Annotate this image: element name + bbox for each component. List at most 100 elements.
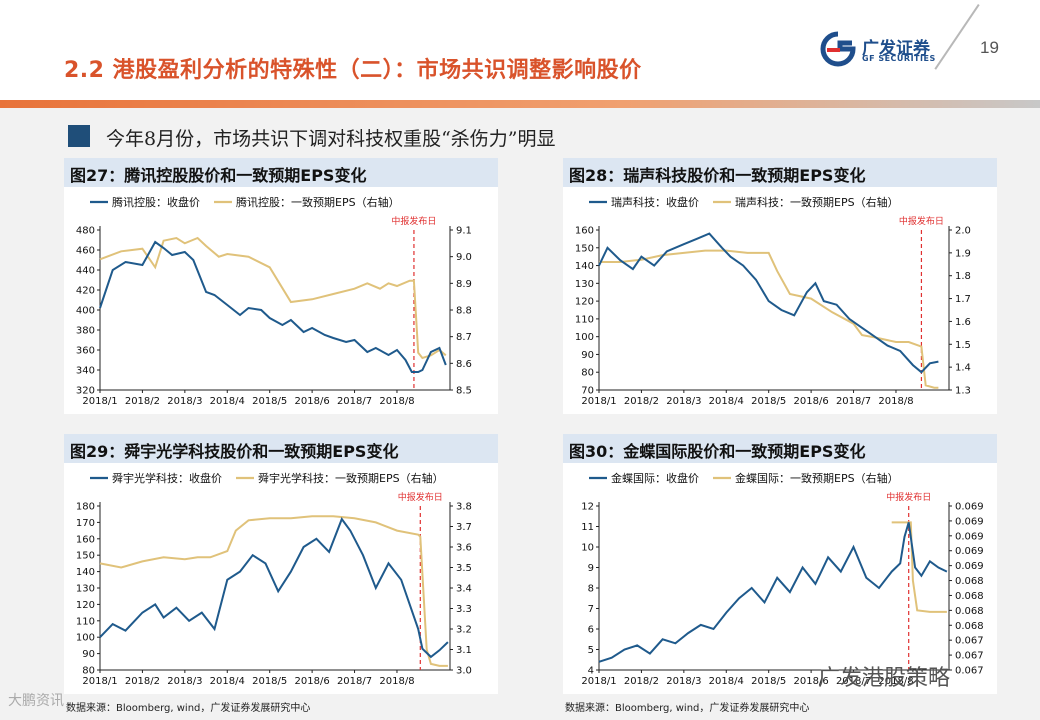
page-title: 2.2 港股盈利分析的特殊性（二）：市场共识调整影响股价 (64, 58, 642, 83)
bullet-square-icon (68, 125, 90, 147)
chart-28-plot: 瑞声科技：收盘价 瑞声科技：一致预期EPS（右轴） 160 150 140 130 120 1… (575, 195, 971, 407)
chart-legend: 金蝶国际：收盘价 金蝶国际：一致预期EPS（右轴） (589, 471, 899, 485)
right-tick-label: 3.4 (456, 584, 472, 595)
chart-title: 图27：腾讯控股股价和一致预期EPS变化 (70, 166, 367, 185)
left-tick-label: 340 (76, 366, 95, 377)
logo-text: 广发证券 (862, 39, 930, 59)
chart-title-bar: 图30：金蝶国际股价和一致预期EPS变化 (563, 434, 997, 463)
legend-price-label: 舜宇光学科技：收盘价 (112, 471, 222, 485)
left-tick-label: 460 (76, 246, 95, 257)
legend-eps-label: 瑞声科技：一致预期EPS（右轴） (735, 195, 899, 209)
x-tick-label: 2018/4 (709, 396, 744, 407)
chart-panel-30: 图30：金蝶国际股价和一致预期EPS变化 金蝶国际：收盘价 金蝶国际：一致预期EP… (563, 434, 997, 694)
eps-series-line (599, 249, 939, 389)
x-tick-label: 2018/2 (125, 396, 160, 407)
right-tick-label: 8.9 (456, 279, 472, 290)
left-tick-label: 8 (588, 584, 594, 595)
x-tick-label: 2018/3 (167, 676, 202, 687)
right-tick-label: 0.069 (955, 531, 984, 542)
x-tick-label: 2018/8 (878, 676, 913, 687)
right-tick-label: 0.068 (955, 576, 984, 587)
report-date-label: 中报发布日 (886, 491, 931, 503)
right-tick-label: 3.8 (456, 502, 472, 513)
left-tick-label: 150 (575, 243, 594, 254)
x-tick-label: 2018/4 (210, 396, 245, 407)
right-tick-label: 1.4 (955, 363, 971, 374)
right-tick-label: 8.7 (456, 332, 472, 343)
left-tick-label: 4 (588, 666, 594, 677)
chart-legend: 瑞声科技：收盘价 瑞声科技：一致预期EPS（右轴） (589, 195, 899, 209)
x-tick-label: 2018/8 (379, 396, 414, 407)
logo-mark-icon (820, 31, 856, 67)
left-tick-label: 80 (581, 368, 594, 379)
left-tick-label: 6 (588, 625, 594, 636)
report-date-label: 中报发布日 (391, 215, 436, 227)
left-tick-label: 80 (82, 666, 95, 677)
price-series-line (99, 517, 449, 659)
chart-title: 图29：舜宇光学科技股价和一致预期EPS变化 (70, 442, 399, 461)
right-tick-label: 0.068 (955, 621, 984, 632)
chart-panel-27: 图27：腾讯控股股价和一致预期EPS变化 腾讯控股：收盘价 腾讯控股：一致预期EP… (64, 158, 498, 414)
left-tick-label: 440 (76, 266, 95, 277)
right-tick-label: 0.069 (955, 516, 984, 527)
section-subtitle: 今年8月份，市场共识下调对科技权重股“杀伤力”明显 (106, 128, 556, 150)
right-tick-label: 1.7 (955, 294, 971, 305)
right-tick-label: 1.6 (955, 317, 971, 328)
chart-title: 图30：金蝶国际股价和一致预期EPS变化 (569, 442, 866, 461)
right-tick-label: 8.5 (456, 386, 472, 397)
x-tick-label: 2018/5 (751, 676, 786, 687)
x-tick-label: 2018/4 (210, 676, 245, 687)
right-tick-label: 3.7 (456, 522, 472, 533)
left-tick-label: 120 (575, 297, 594, 308)
price-series-line (99, 240, 447, 373)
x-tick-label: 2018/2 (624, 676, 659, 687)
left-tick-label: 100 (76, 633, 95, 644)
x-tick-label: 2018/6 (295, 396, 330, 407)
left-tick-label: 90 (82, 649, 95, 660)
left-tick-label: 11 (581, 522, 594, 533)
x-tick-label: 2018/6 (794, 676, 829, 687)
right-tick-label: 0.069 (955, 561, 984, 572)
x-tick-label: 2018/4 (709, 676, 744, 687)
chart-panel-29: 图29：舜宇光学科技股价和一致预期EPS变化 舜宇光学科技：收盘价 舜宇光学科技：… (64, 434, 498, 694)
left-tick-label: 320 (76, 386, 95, 397)
x-tick-label: 2018/2 (125, 676, 160, 687)
x-tick-label: 2018/7 (337, 396, 372, 407)
price-series-line (598, 232, 939, 374)
x-tick-label: 2018/3 (666, 676, 701, 687)
x-tick-label: 2018/7 (836, 676, 871, 687)
x-tick-label: 2018/6 (794, 396, 829, 407)
x-tick-label: 2018/5 (751, 396, 786, 407)
right-tick-label: 0.067 (955, 666, 984, 677)
right-tick-label: 0.068 (955, 606, 984, 617)
price-series-line (598, 522, 948, 663)
x-tick-label: 2018/1 (581, 676, 616, 687)
x-tick-label: 2018/1 (82, 676, 117, 687)
chart-legend: 舜宇光学科技：收盘价 舜宇光学科技：一致预期EPS（右轴） (90, 471, 444, 485)
x-tick-label: 2018/6 (295, 676, 330, 687)
page-number: 19 (980, 38, 999, 57)
x-tick-label: 2018/2 (624, 396, 659, 407)
watermark-right: 广发港股策略 (818, 666, 951, 691)
right-tick-label: 1.5 (955, 340, 971, 351)
chart-legend: 腾讯控股：收盘价 腾讯控股：一致预期EPS（右轴） (90, 195, 400, 209)
left-tick-label: 380 (76, 326, 95, 337)
left-tick-label: 140 (575, 261, 594, 272)
left-tick-label: 10 (581, 543, 594, 554)
chart-panel-28: 图28：瑞声科技股价和一致预期EPS变化 瑞声科技：收盘价 瑞声科技：一致预期EP… (563, 158, 997, 414)
left-tick-label: 110 (575, 314, 594, 325)
left-tick-label: 400 (76, 306, 95, 317)
x-tick-label: 2018/7 (836, 396, 871, 407)
right-tick-label: 0.068 (955, 591, 984, 602)
logo-subtext: GF SECURITIES (862, 54, 936, 63)
left-tick-label: 130 (575, 279, 594, 290)
right-tick-label: 3.5 (456, 563, 472, 574)
source-note-left: 数据来源：Bloomberg, wind，广发证券发展研究中心 (66, 703, 311, 714)
right-tick-label: 0.069 (955, 502, 984, 513)
chart-title-bar: 图29：舜宇光学科技股价和一致预期EPS变化 (64, 434, 498, 463)
left-tick-label: 5 (588, 645, 594, 656)
legend-price-label: 腾讯控股：收盘价 (112, 195, 200, 209)
right-tick-label: 1.3 (955, 386, 971, 397)
chart-30-plot: 金蝶国际：收盘价 金蝶国际：一致预期EPS（右轴） 12 11 10 9 8 7 6 5 4 0.06… (581, 471, 984, 687)
chart-title-bar: 图28：瑞声科技股价和一致预期EPS变化 (563, 158, 997, 187)
